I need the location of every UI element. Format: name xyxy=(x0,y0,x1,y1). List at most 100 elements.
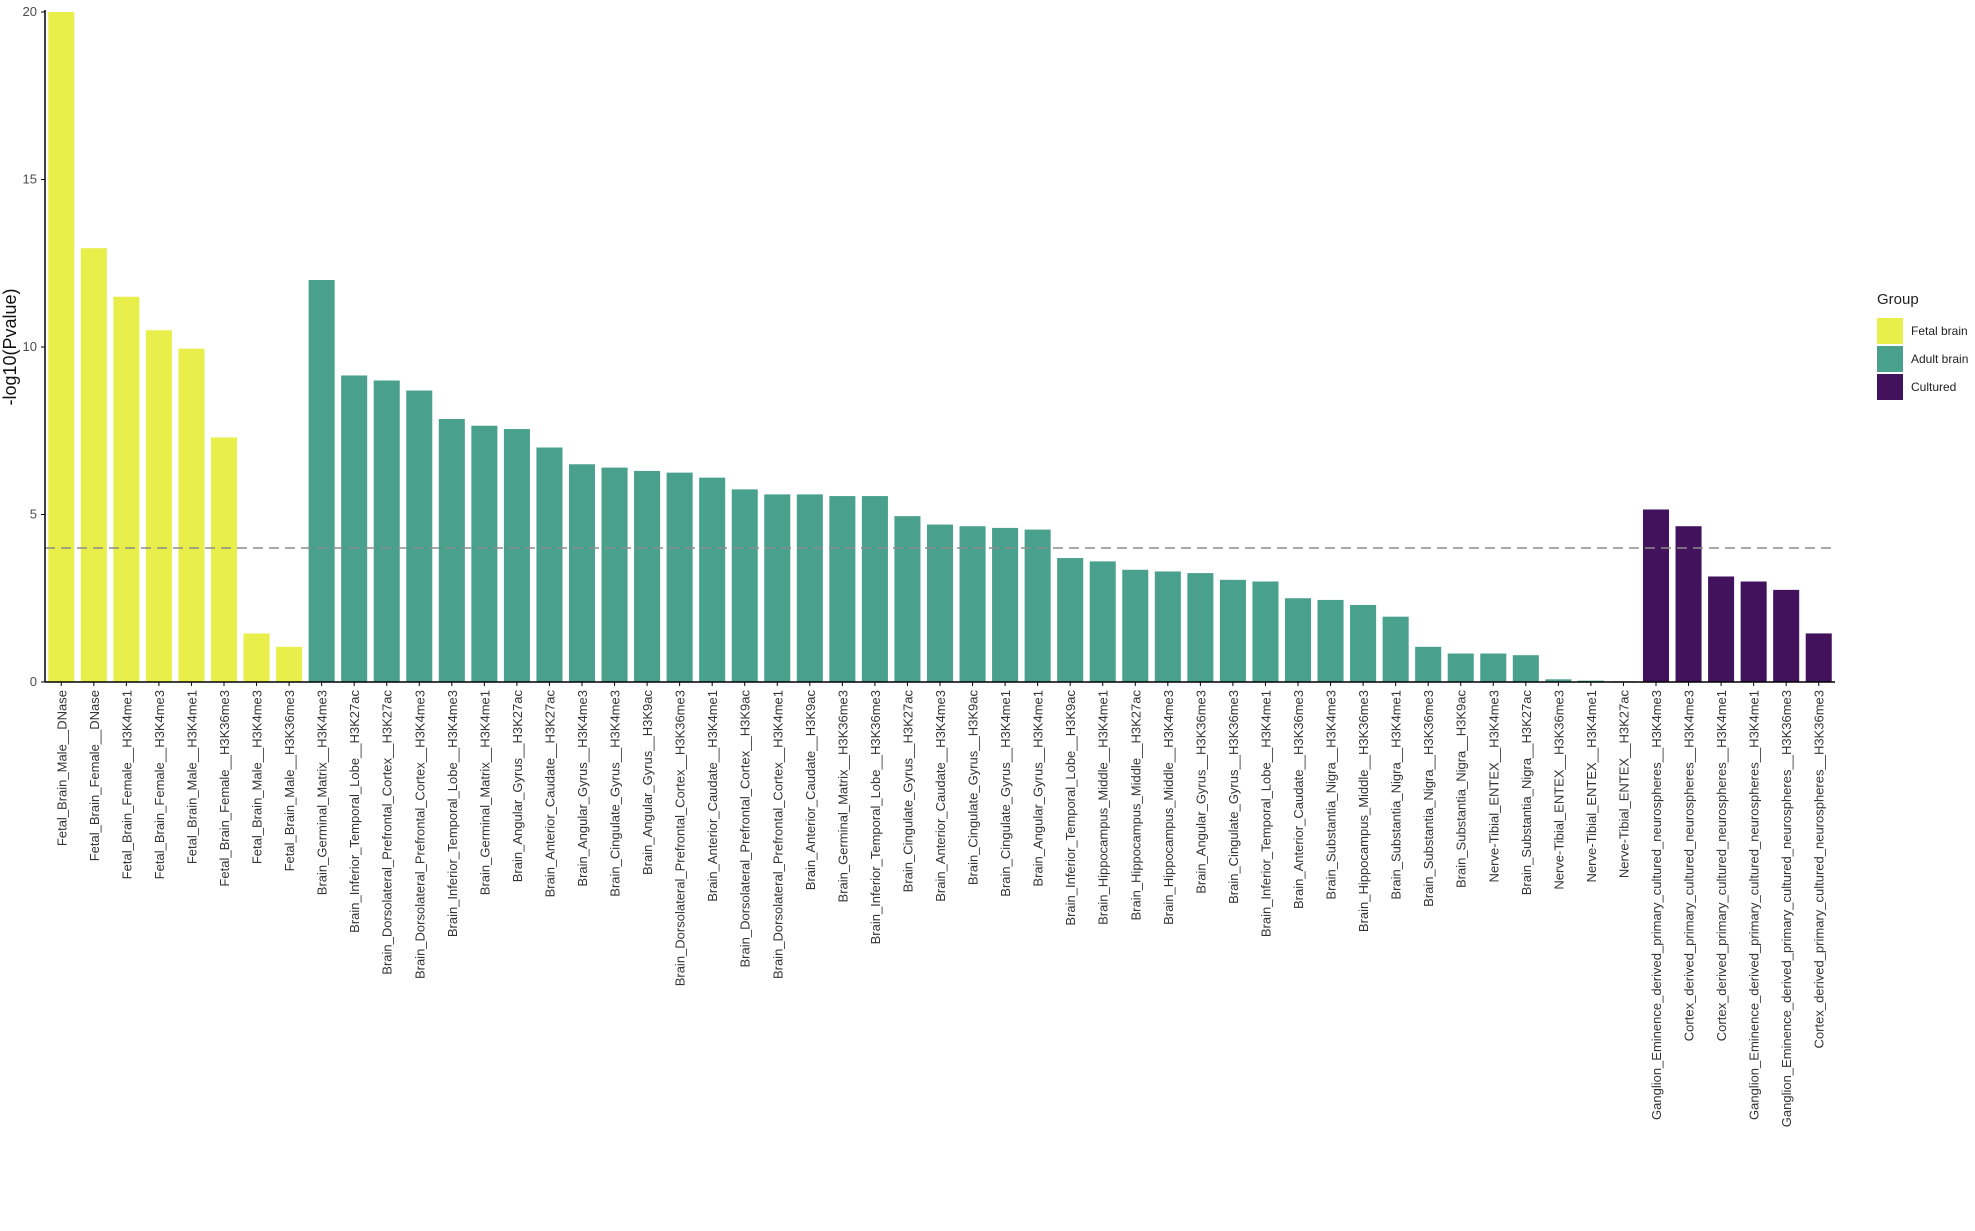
bar-31 xyxy=(1024,529,1051,682)
bar-42 xyxy=(1382,616,1409,682)
x-axis: Fetal_Brain_Male__DNase Fetal_Brain_Femal… xyxy=(45,681,1835,1127)
x-tick-label: Brain_Dorsolateral_Prefrontal_Cortex__H3… xyxy=(738,690,753,968)
bar-20 xyxy=(666,472,693,683)
bar-10 xyxy=(341,375,368,682)
bar-53 xyxy=(1740,581,1767,682)
x-tick-label: Brain_Germinal_Matrix__H3K4me1 xyxy=(477,690,492,895)
legend-swatch-3 xyxy=(1877,374,1903,400)
x-tick-label: Brain_Angular_Gyrus__H3K4me3 xyxy=(575,690,590,887)
bar-18 xyxy=(601,467,628,682)
bar-52 xyxy=(1708,576,1735,682)
bar-28 xyxy=(926,524,954,682)
bar-35 xyxy=(1154,571,1181,682)
x-tick-label: Brain_Substantia_Nigra__H3K9ac xyxy=(1454,690,1469,889)
bar-9 xyxy=(308,280,335,682)
x-tick-label: Brain_Dorsolateral_Prefrontal_Cortex__H3… xyxy=(770,690,785,979)
y-tick-label: 0 xyxy=(30,674,37,689)
legend-swatch-1 xyxy=(1877,318,1903,344)
bar-11 xyxy=(373,380,400,682)
bar-23 xyxy=(764,494,791,682)
bar-29 xyxy=(959,526,986,682)
x-tick-label: Nerve-Tibial_ENTEX__H3K27ac xyxy=(1616,690,1631,879)
bar-54 xyxy=(1773,589,1800,683)
x-tick-label: Brain_Substantia_Nigra__H3K4me3 xyxy=(1324,690,1339,900)
bar-4 xyxy=(145,330,172,682)
bar-43 xyxy=(1415,646,1442,682)
bar-37 xyxy=(1219,579,1246,682)
x-tick-label: Fetal_Brain_Female__H3K36me3 xyxy=(217,690,232,887)
bar-33 xyxy=(1089,561,1116,682)
y-axis-title: -log10(Pvalue) xyxy=(0,288,20,405)
x-tick-label: Brain_Anterior_Caudate__H3K9ac xyxy=(803,690,818,891)
x-tick-label: Cortex_derived_primary_cultured_neurosph… xyxy=(1714,690,1729,1041)
bar-19 xyxy=(634,470,661,682)
bar-36 xyxy=(1187,573,1214,683)
y-tick-label: 20 xyxy=(23,4,37,19)
y-tick-label: 15 xyxy=(23,172,37,187)
x-tick-label: Brain_Inferior_Temporal_Lobe__H3K36me3 xyxy=(868,690,883,944)
x-tick-label: Brain_Hippocampus_Middle__H3K27ac xyxy=(1128,690,1143,921)
x-tick-label: Brain_Germinal_Matrix__H3K36me3 xyxy=(835,690,850,902)
x-tick-label: Brain_Angular_Gyrus__H3K4me1 xyxy=(1031,690,1046,887)
x-tick-label: Brain_Inferior_Temporal_Lobe__H3K4me1 xyxy=(1258,690,1273,937)
bar-1 xyxy=(48,12,75,682)
x-tick-label: Fetal_Brain_Female__H3K4me3 xyxy=(152,690,167,879)
x-tick-label: Brain_Dorsolateral_Prefrontal_Cortex__H3… xyxy=(412,690,427,979)
bar-8 xyxy=(276,646,303,682)
x-tick-label: Brain_Dorsolateral_Prefrontal_Cortex__H3… xyxy=(380,690,395,975)
bar-39 xyxy=(1284,598,1312,682)
x-tick-label: Brain_Cingulate_Gyrus__H3K4me1 xyxy=(998,690,1013,897)
bar-38 xyxy=(1252,581,1279,682)
bar-12 xyxy=(406,390,433,682)
bar-24 xyxy=(796,494,823,682)
y-axis: 0 5 10 15 20 -log10(Pvalue) xyxy=(0,4,46,689)
x-tick-label: Brain_Inferior_Temporal_Lobe__H3K4me3 xyxy=(445,690,460,937)
bar-21 xyxy=(699,477,726,682)
x-tick-label: Brain_Hippocampus_Middle__H3K36me3 xyxy=(1356,690,1371,932)
x-tick-label: Fetal_Brain_Male__H3K36me3 xyxy=(282,690,297,871)
x-tick-label: Brain_Dorsolateral_Prefrontal_Cortex__H3… xyxy=(673,690,688,986)
x-tick-label: Brain_Cingulate_Gyrus__H3K4me3 xyxy=(608,690,623,897)
legend-title: Group xyxy=(1877,291,1919,308)
x-tick-label: Brain_Angular_Gyrus__H3K27ac xyxy=(510,690,525,883)
x-tick-label: Brain_Hippocampus_Middle__H3K4me1 xyxy=(1096,690,1111,925)
legend-label-2: Adult brain xyxy=(1911,352,1968,366)
legend-label-1: Fetal brain xyxy=(1911,324,1968,338)
x-tick-label: Fetal_Brain_Male__H3K4me1 xyxy=(184,690,199,864)
bar-5 xyxy=(178,348,205,682)
bar-47 xyxy=(1545,679,1572,682)
legend: Group Fetal brain Adult brain Cultured xyxy=(1877,291,1968,400)
x-tick-label: Fetal_Brain_Female__DNase xyxy=(87,690,102,861)
bar-17 xyxy=(568,464,596,682)
bar-50 xyxy=(1642,509,1670,682)
bar-2 xyxy=(80,248,107,682)
legend-label-3: Cultured xyxy=(1911,380,1956,394)
x-tick-label: Brain_Inferior_Temporal_Lobe__H3K27ac xyxy=(347,690,362,933)
bar-34 xyxy=(1122,569,1149,682)
bar-55 xyxy=(1805,633,1832,682)
bar-25 xyxy=(829,496,856,682)
x-tick-label: Fetal_Brain_Male__H3K4me3 xyxy=(250,690,265,864)
x-tick-label: Brain_Anterior_Caudate__H3K36me3 xyxy=(1291,690,1306,909)
bar-7 xyxy=(243,633,270,682)
x-tick-label: Cortex_derived_primary_cultured_neurosph… xyxy=(1682,690,1697,1041)
bar-22 xyxy=(731,489,758,683)
bar-40 xyxy=(1317,599,1344,682)
x-tick-label: Fetal_Brain_Female__H3K4me1 xyxy=(119,690,134,879)
x-tick-label: Brain_Angular_Gyrus__H3K9ac xyxy=(640,690,655,875)
plot-area xyxy=(45,12,1835,683)
x-tick-label: Brain_Anterior_Caudate__H3K4me1 xyxy=(705,690,720,902)
x-tick-label: Brain_Germinal_Matrix__H3K4me3 xyxy=(315,690,330,895)
x-tick-label: Nerve-Tibial_ENTEX__H3K36me3 xyxy=(1551,690,1566,890)
y-tick-label: 5 xyxy=(30,507,37,522)
x-tick-label: Cortex_derived_primary_cultured_neurosph… xyxy=(1812,690,1827,1048)
bar-30 xyxy=(992,527,1019,682)
x-tick-label: Brain_Substantia_Nigra__H3K36me3 xyxy=(1421,690,1436,907)
bar-45 xyxy=(1480,653,1507,682)
x-tick-label: Ganglion_Eminence_derived_primary_cultur… xyxy=(1779,690,1794,1127)
x-tick-label: Fetal_Brain_Male__DNase xyxy=(54,690,69,846)
x-tick-label: Ganglion_Eminence_derived_primary_cultur… xyxy=(1747,690,1762,1120)
x-tick-label: Brain_Substantia_Nigra__H3K27ac xyxy=(1519,690,1534,896)
